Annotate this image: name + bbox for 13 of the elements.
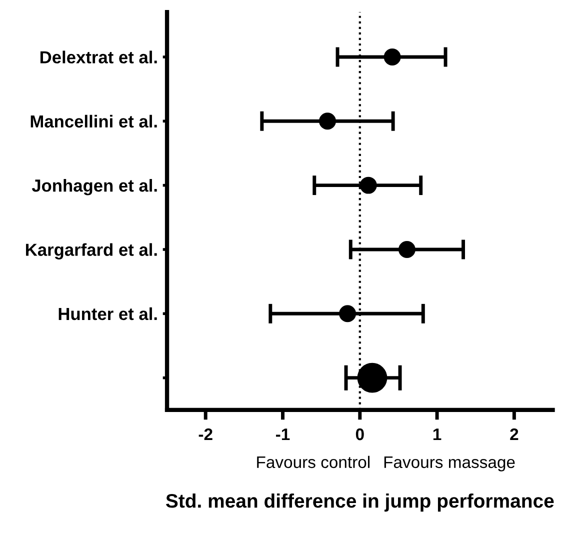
y-tick-label: Jonhagen et al. xyxy=(32,179,157,196)
y-tick-label: Kargarfard et al. xyxy=(26,243,157,260)
x-tick-label: 1 xyxy=(433,428,442,440)
x-tick-label: -2 xyxy=(198,428,212,440)
text: Favours massage xyxy=(384,456,515,472)
y-tick-label: Mancellini et al. xyxy=(30,114,157,128)
x-tick-label: 2 xyxy=(510,428,518,440)
x-axis-title: Std. mean difference in jump performance xyxy=(166,493,554,512)
y-tick-label: Hunter et al. xyxy=(58,307,157,320)
y-tick-label: Delextrat et al. xyxy=(40,50,157,64)
text: Favours control xyxy=(257,456,370,468)
x-tick-label: -1 xyxy=(276,428,290,440)
x-tick-label: 0 xyxy=(356,428,364,440)
